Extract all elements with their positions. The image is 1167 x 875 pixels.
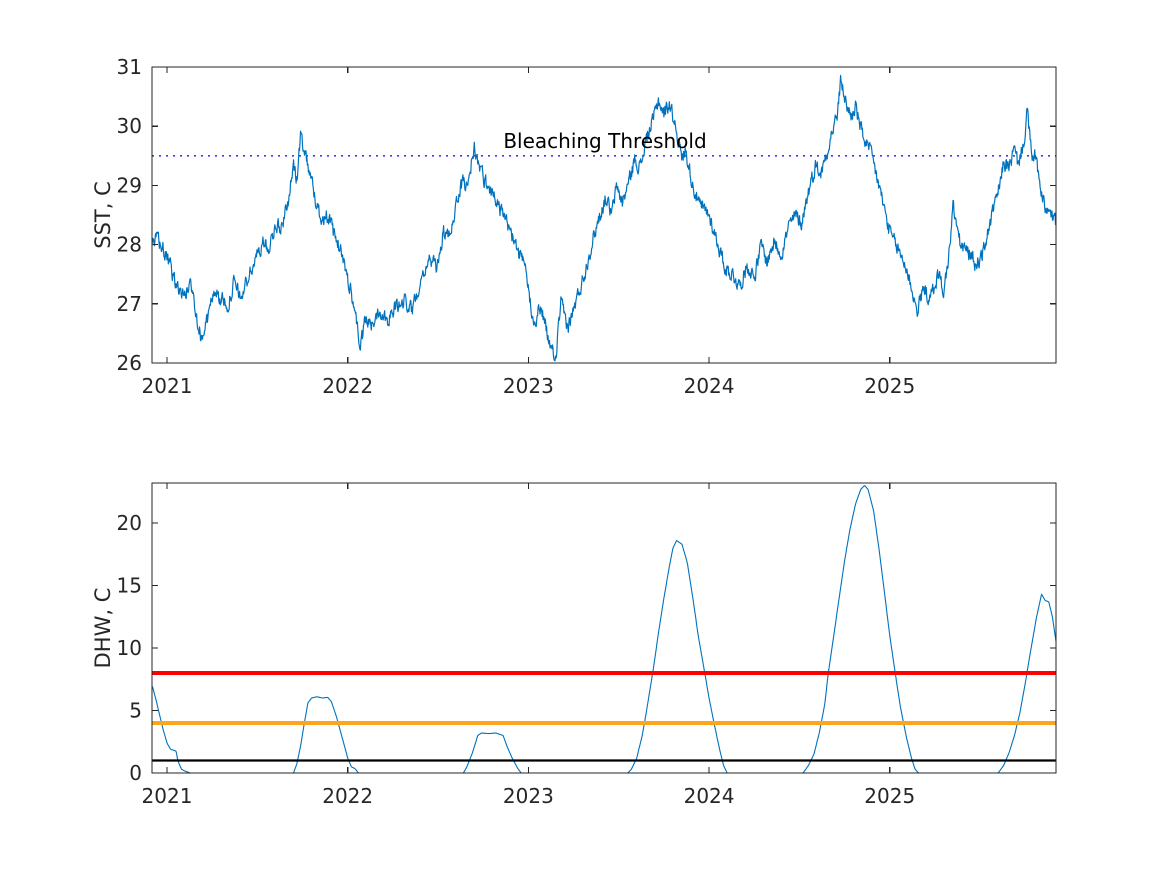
y-tick-label: 31 [117,55,142,79]
axes-frame [151,66,1057,364]
sst-panel: 2021 2022 2023 2024 2025 26 27 28 29 30 31 SST, C [91,55,1057,398]
y-tick-label: 20 [117,511,142,535]
axes-frame [151,482,1057,774]
y-axis-label: DHW, C [91,588,115,669]
x-tick-label: 2025 [864,784,915,808]
x-tick-label: 2024 [684,784,735,808]
x-tick-label: 2021 [142,374,193,398]
x-tick-label: 2022 [322,784,373,808]
y-tick-label: 29 [117,173,142,197]
dhw-panel: 2021 2022 2023 2024 2025 0 5 10 15 20 DHW, C [91,482,1057,808]
dhw-series-line [152,485,1056,773]
y-tick-label: 15 [117,574,142,598]
x-tick-label: 2023 [503,784,554,808]
x-tick-label: 2022 [322,374,373,398]
x-tick-label: 2023 [503,374,554,398]
y-tick-label: 26 [117,351,142,375]
x-tick-label: 2025 [864,374,915,398]
y-tick-label: 0 [129,761,142,785]
y-axis-label: SST, C [91,181,115,249]
x-tick-label: 2021 [142,784,193,808]
y-tick-label: 27 [117,292,142,316]
y-tick-label: 30 [117,114,142,138]
y-tick-label: 5 [129,699,142,723]
bleaching-threshold-label: Bleaching Threshold [503,129,707,153]
x-tick-label: 2024 [684,374,735,398]
y-tick-label: 10 [117,636,142,660]
y-tick-label: 28 [117,233,142,257]
sst-series-line [152,74,1056,362]
